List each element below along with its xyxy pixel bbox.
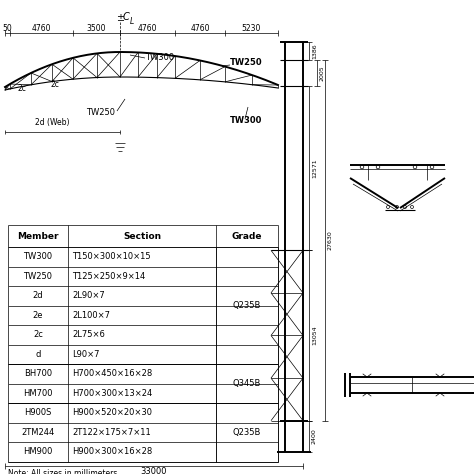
Text: Q345B: Q345B <box>233 379 261 388</box>
Text: 4760: 4760 <box>32 24 51 33</box>
Text: Q235B: Q235B <box>233 428 261 437</box>
Text: T125×250×9×14: T125×250×9×14 <box>72 272 145 281</box>
Text: 2400: 2400 <box>312 428 317 444</box>
Text: 50: 50 <box>3 24 12 33</box>
Text: BH700: BH700 <box>24 369 52 378</box>
Text: TW300: TW300 <box>230 116 263 125</box>
Text: L: L <box>130 17 134 26</box>
Text: TW300: TW300 <box>145 53 174 62</box>
Text: H900×300×16×28: H900×300×16×28 <box>72 447 152 456</box>
Text: 2L90×7: 2L90×7 <box>72 291 105 300</box>
Text: 2L75×6: 2L75×6 <box>72 330 105 339</box>
Text: 2L100×7: 2L100×7 <box>72 311 110 320</box>
Text: Note: All sizes in millimeters: Note: All sizes in millimeters <box>8 470 118 474</box>
Text: 12571: 12571 <box>312 158 317 178</box>
Text: TW250: TW250 <box>86 108 115 117</box>
Text: L90×7: L90×7 <box>72 350 100 359</box>
Text: TW250: TW250 <box>230 57 263 66</box>
Text: H700×300×13×24: H700×300×13×24 <box>72 389 152 398</box>
Text: HM700: HM700 <box>23 389 53 398</box>
Text: 2e: 2e <box>33 311 43 320</box>
Text: 4760: 4760 <box>138 24 157 33</box>
Text: 5230: 5230 <box>242 24 261 33</box>
Text: 2T122×175×7×11: 2T122×175×7×11 <box>72 428 151 437</box>
Text: 2d: 2d <box>33 291 43 300</box>
Text: ±: ± <box>116 13 124 23</box>
Text: H900×520×20×30: H900×520×20×30 <box>72 408 152 417</box>
Text: C: C <box>123 12 129 22</box>
Text: T150×300×10×15: T150×300×10×15 <box>72 252 151 261</box>
Text: 4760: 4760 <box>190 24 210 33</box>
Text: 1386: 1386 <box>312 43 317 59</box>
Text: 33000: 33000 <box>141 467 167 474</box>
Text: 2c: 2c <box>51 80 59 89</box>
Text: TW300: TW300 <box>23 252 53 261</box>
Text: Q235B: Q235B <box>233 301 261 310</box>
Text: d: d <box>35 350 41 359</box>
Text: 2d (Web): 2d (Web) <box>35 118 70 127</box>
Text: Member: Member <box>17 231 59 240</box>
Text: 2c: 2c <box>18 83 27 92</box>
Text: 2TM244: 2TM244 <box>21 428 55 437</box>
Text: 3500: 3500 <box>87 24 106 33</box>
Text: 2c: 2c <box>33 330 43 339</box>
Text: H900S: H900S <box>24 408 52 417</box>
Text: TW250: TW250 <box>24 272 53 281</box>
Text: 27630: 27630 <box>328 230 333 250</box>
Text: Grade: Grade <box>232 231 262 240</box>
Text: H700×450×16×28: H700×450×16×28 <box>72 369 152 378</box>
Text: Section: Section <box>123 231 161 240</box>
Text: 2005: 2005 <box>320 65 325 81</box>
Text: 13054: 13054 <box>312 326 317 346</box>
Text: HM900: HM900 <box>23 447 53 456</box>
